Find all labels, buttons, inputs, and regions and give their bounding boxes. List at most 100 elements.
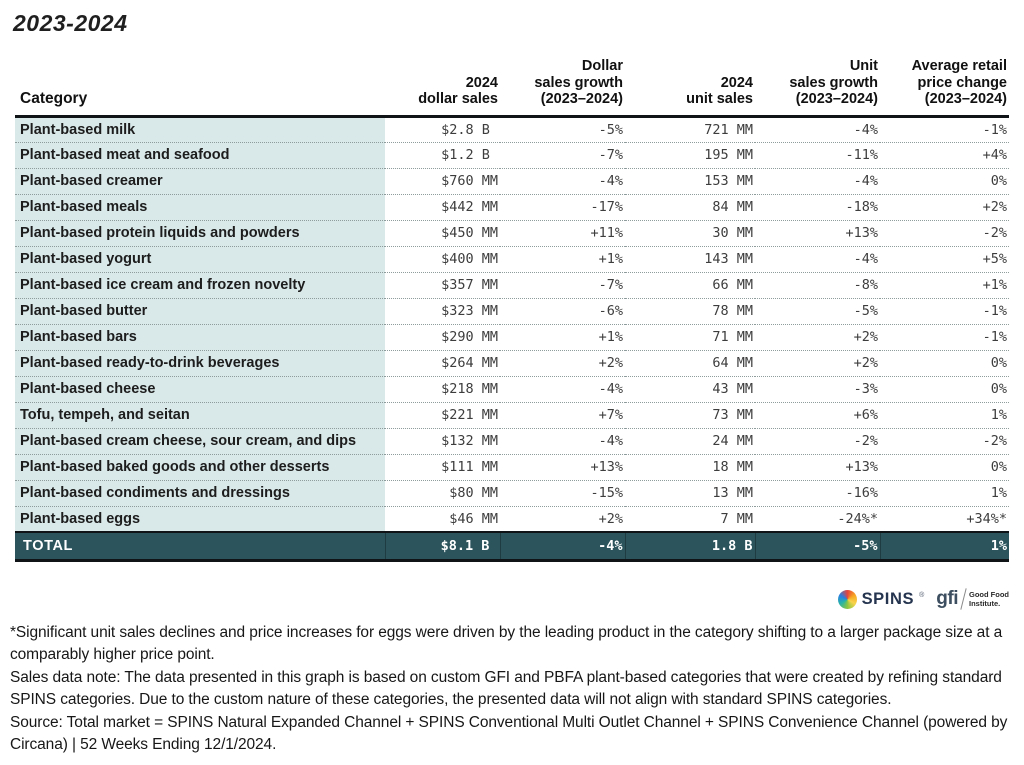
category-cell: Plant-based protein liquids and powders [15,220,385,247]
category-cell: Plant-based bars [15,324,385,351]
table-row: Plant-based condiments and dressings $80 … [15,480,1009,507]
category-cell: Plant-based cream cheese, sour cream, an… [15,428,385,455]
value-cell: -2% [755,428,880,455]
value-cell: $450 MM [385,220,500,247]
total-dollar-growth: -4% [499,531,625,562]
value-cell: $80 MM [385,480,500,507]
value-cell: -1% [880,298,1009,325]
value-cell: -6% [500,298,625,325]
spins-logo: SPINS ® [837,589,925,609]
value-cell: 1% [880,402,1009,429]
category-cell: Tofu, tempeh, and seitan [15,402,385,429]
gfi-logo: gfi Good Food Institute. [936,588,1009,610]
value-cell: -16% [755,480,880,507]
spins-swirl-icon [837,589,857,609]
value-cell: 0% [880,376,1009,403]
category-cell: Plant-based ready-to-drink beverages [15,350,385,377]
value-cell: -7% [500,272,625,299]
value-cell: +4% [880,142,1009,169]
category-cell: Plant-based milk [15,116,385,143]
table-row: Plant-based creamer $760 MM -4% 153 MM -4% 0% [15,168,1009,195]
logo-strip: SPINS ® gfi Good Food Institute. [837,588,1009,610]
table-row: Plant-based ice cream and frozen novelty… [15,272,1009,299]
category-cell: Plant-based condiments and dressings [15,480,385,507]
category-cell: Plant-based creamer [15,168,385,195]
value-cell: $400 MM [385,246,500,273]
col-header-dollar-sales: 2024 dollar sales [385,58,500,118]
table-row: Plant-based bars $290 MM +1% 71 MM +2% -1% [15,324,1009,351]
value-cell: +2% [880,194,1009,221]
value-cell: +1% [500,324,625,351]
table-row: Plant-based protein liquids and powders $… [15,220,1009,247]
value-cell: -4% [500,376,625,403]
value-cell: -2% [880,220,1009,247]
value-cell: +5% [880,246,1009,273]
value-cell: -4% [755,168,880,195]
value-cell: 0% [880,168,1009,195]
value-cell: -7% [500,142,625,169]
value-cell: -8% [755,272,880,299]
table-row: Plant-based butter $323 MM -6% 78 MM -5% -1% [15,298,1009,325]
spins-logo-text: SPINS [861,589,915,608]
value-cell: $111 MM [385,454,500,481]
value-cell: 73 MM [625,402,755,429]
footnotes: *Significant unit sales declines and pri… [10,622,1016,756]
footnote-eggs-asterisk: *Significant unit sales declines and pri… [10,624,1003,664]
value-cell: $290 MM [385,324,500,351]
value-cell: $323 MM [385,298,500,325]
value-cell: 143 MM [625,246,755,273]
table-row: Plant-based milk $2.8 B -5% 721 MM -4% -1% [15,116,1009,143]
value-cell: 64 MM [625,350,755,377]
value-cell: 7 MM [625,506,755,533]
table-row: Plant-based meat and seafood $1.2 B -7% 19… [15,142,1009,169]
page-title: 2023-2024 [13,10,128,36]
value-cell: 84 MM [625,194,755,221]
total-label: TOTAL [15,531,385,562]
value-cell: 78 MM [625,298,755,325]
col-header-category: Category [15,58,385,118]
total-dollar-sales: $8.1 B [384,531,500,562]
plant-based-sales-table: Category 2024 dollar sales Dollar sales … [15,58,1009,562]
value-cell: -24%* [755,506,880,533]
col-header-price-change: Average retail price change (2023–2024) [880,58,1009,118]
total-unit-sales: 1.8 B [624,531,755,562]
header-row: Category 2024 dollar sales Dollar sales … [15,58,1009,118]
value-cell: +7% [500,402,625,429]
spins-trademark-icon: ® [919,591,925,599]
col-header-unit-growth: Unit sales growth (2023–2024) [755,58,880,118]
value-cell: $760 MM [385,168,500,195]
table-row: Plant-based cream cheese, sour cream, an… [15,428,1009,455]
footnote-sales-data-note: Sales data note: The data presented in t… [10,668,1002,709]
value-cell: +6% [755,402,880,429]
value-cell: -1% [880,116,1009,143]
value-cell: $442 MM [385,194,500,221]
table-header: Category 2024 dollar sales Dollar sales … [15,58,1009,118]
value-cell: $2.8 B [385,116,500,143]
table-row: Tofu, tempeh, and seitan $221 MM +7% 73 MM +… [15,402,1009,429]
value-cell: 71 MM [625,324,755,351]
total-price-change: 1% [879,531,1009,562]
category-cell: Plant-based meat and seafood [15,142,385,169]
category-cell: Plant-based butter [15,298,385,325]
value-cell: +11% [500,220,625,247]
value-cell: 153 MM [625,168,755,195]
value-cell: $46 MM [385,506,500,533]
value-cell: 66 MM [625,272,755,299]
value-cell: +34%* [880,506,1009,533]
value-cell: 30 MM [625,220,755,247]
value-cell: $218 MM [385,376,500,403]
category-cell: Plant-based cheese [15,376,385,403]
table-footer: TOTAL $8.1 B -4% 1.8 B -5% 1% [15,531,1009,562]
value-cell: -5% [500,116,625,143]
value-cell: 18 MM [625,454,755,481]
col-header-dollar-growth: Dollar sales growth (2023–2024) [500,58,625,118]
value-cell: +2% [755,324,880,351]
value-cell: +13% [500,454,625,481]
value-cell: +13% [755,220,880,247]
gfi-subtext-line1: Good Food [969,590,1009,599]
value-cell: -5% [755,298,880,325]
value-cell: -1% [880,324,1009,351]
value-cell: -4% [755,116,880,143]
col-header-unit-sales: 2024 unit sales [625,58,755,118]
value-cell: 24 MM [625,428,755,455]
